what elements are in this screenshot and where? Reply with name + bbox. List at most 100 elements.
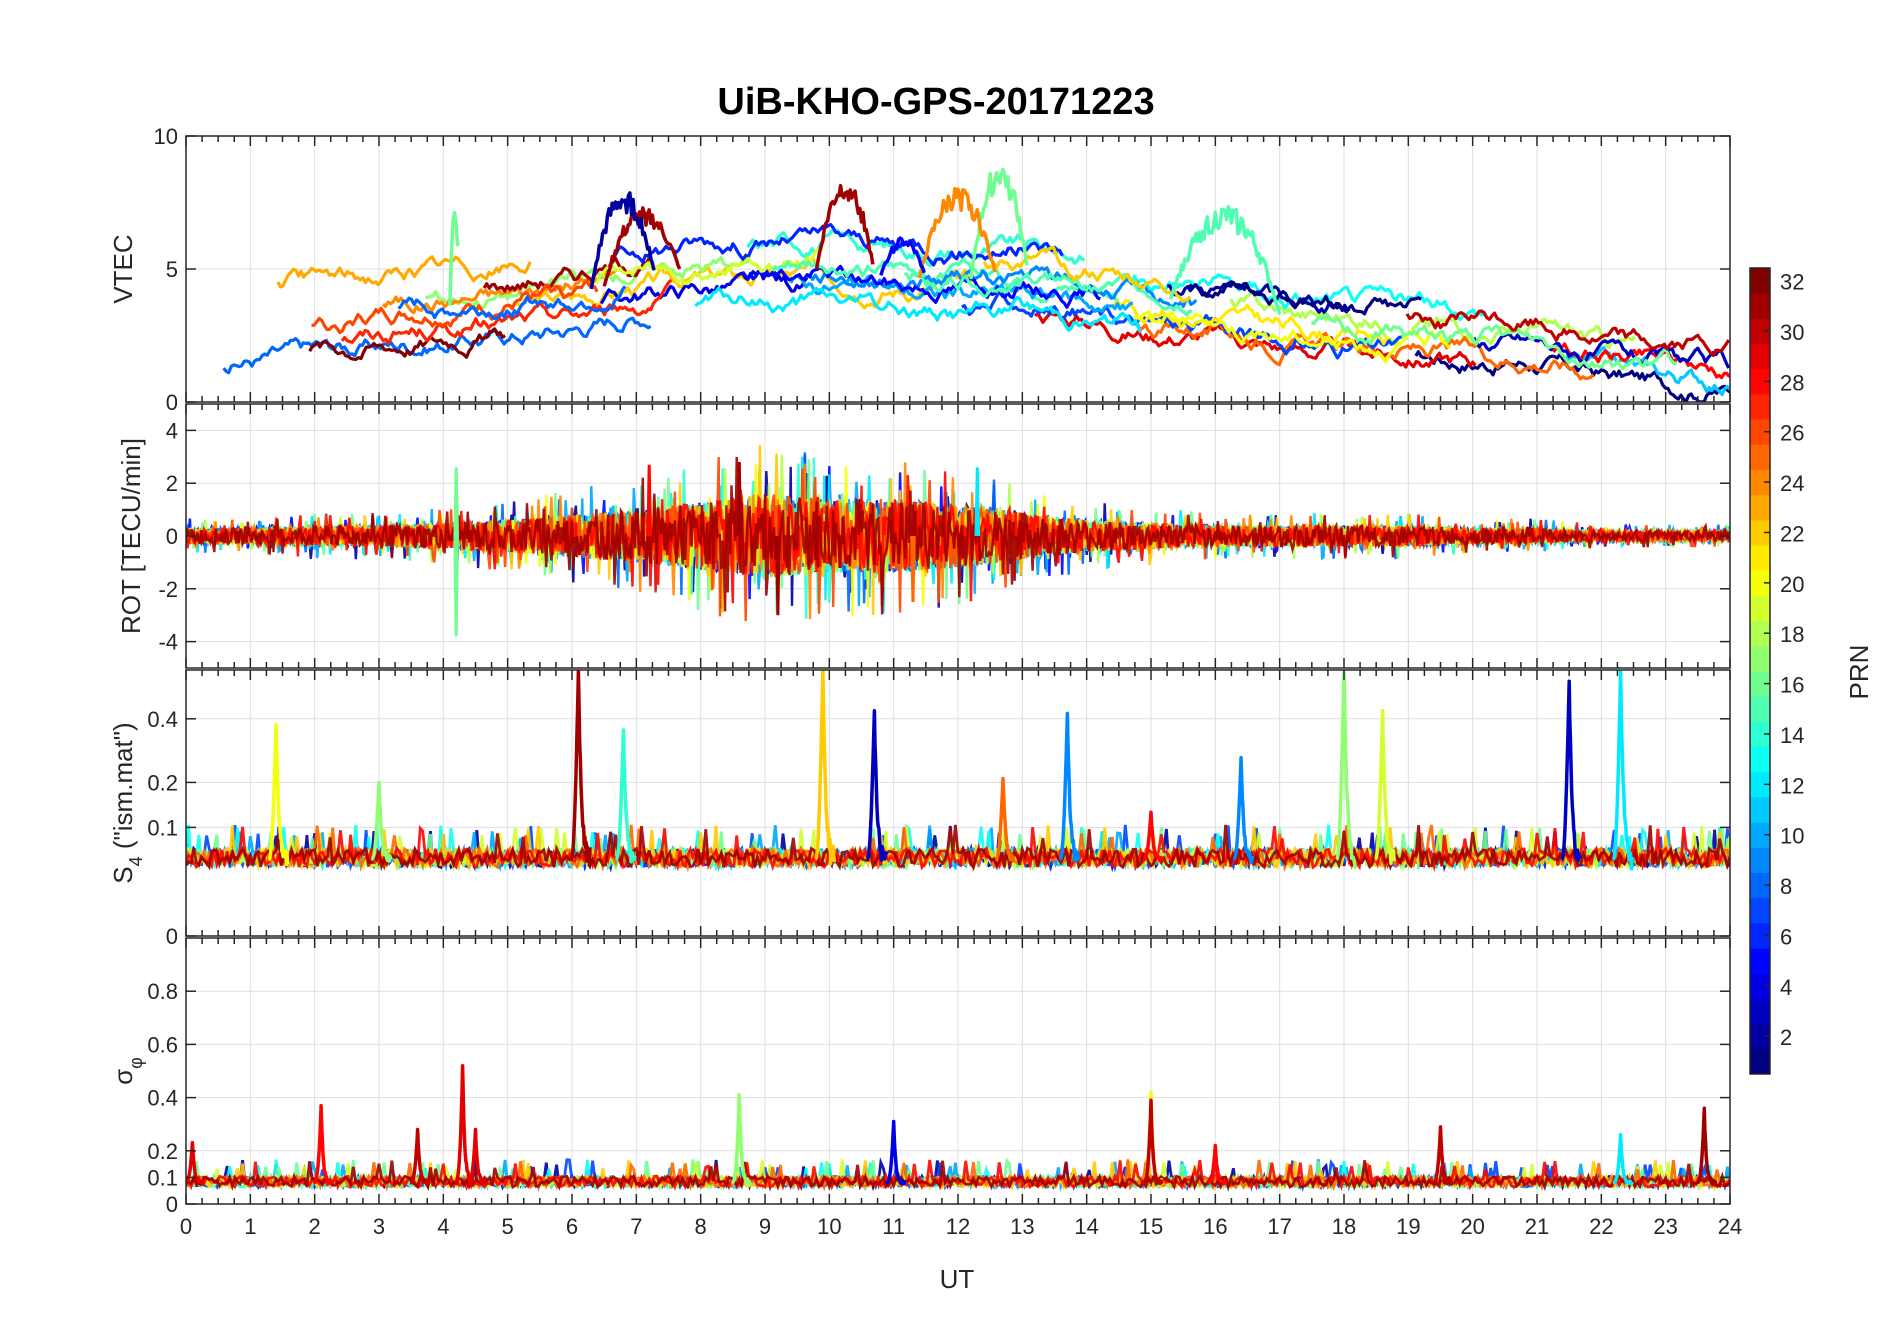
colorbar-segment	[1750, 948, 1770, 974]
colorbar-tick-label: 20	[1780, 572, 1804, 597]
scintillation-spike	[1142, 1098, 1164, 1186]
grid	[185, 670, 1731, 937]
colorbar-tick-label: 6	[1780, 924, 1792, 949]
colorbar-tick-label: 24	[1780, 471, 1804, 496]
colorbar-segment	[1750, 444, 1770, 470]
x-tick-label: 12	[946, 1214, 970, 1239]
scintillation-spike	[312, 1103, 334, 1186]
vtec-peak-series	[814, 183, 875, 270]
colorbar-segment	[1750, 595, 1770, 622]
y-tick-label: 0	[166, 524, 178, 549]
colorbar-segment	[1750, 570, 1770, 596]
vtec-series	[613, 223, 1064, 267]
x-tick-label: 15	[1139, 1214, 1163, 1239]
colorbar-segment	[1750, 822, 1770, 848]
colorbar-segment	[1750, 998, 1770, 1025]
colorbar-tick-label: 12	[1780, 773, 1804, 798]
y-tick-label: 0	[166, 390, 178, 415]
vtec-peak-series	[448, 210, 460, 306]
scintillation-spike	[865, 709, 888, 862]
series-group	[186, 1063, 1730, 1193]
vtec-series	[1310, 312, 1678, 371]
colorbar-segment	[1750, 343, 1770, 370]
colorbar-segment	[1750, 545, 1770, 571]
colorbar-label: PRN	[1844, 645, 1874, 700]
rot-spike	[775, 535, 781, 616]
scintillation-spike	[1232, 755, 1255, 865]
y-tick-label: 0.6	[147, 1032, 178, 1057]
y-tick-label: 0.8	[147, 979, 178, 1004]
scintillation-spike	[569, 670, 592, 868]
x-tick-label: 24	[1718, 1214, 1742, 1239]
vtec-series	[1472, 332, 1730, 369]
scintillation-spike	[1431, 1125, 1454, 1186]
colorbar-tick-label: 32	[1780, 270, 1804, 295]
colorbar-tick-label: 28	[1780, 370, 1804, 395]
vtec-series	[340, 278, 673, 345]
x-tick-label: 4	[437, 1214, 449, 1239]
colorbar-segment	[1750, 293, 1770, 319]
colorbar-tick-label: 10	[1780, 824, 1804, 849]
rot-series	[186, 456, 1730, 615]
colorbar-tick-label: 14	[1780, 723, 1804, 748]
colorbar-tick-label: 4	[1780, 975, 1792, 1000]
x-tick-label: 20	[1460, 1214, 1484, 1239]
colorbar-frame	[1749, 267, 1771, 1075]
y-axis-label: σφ	[108, 1057, 146, 1085]
scintillation-spike	[814, 670, 837, 866]
colorbar-segment	[1750, 671, 1770, 697]
x-tick-label: 7	[630, 1214, 642, 1239]
x-tick-label: 11	[882, 1214, 905, 1239]
rot-spike	[736, 462, 743, 537]
vtec-series	[222, 316, 652, 375]
colorbar-segment	[1750, 897, 1770, 924]
x-tick-label: 13	[1010, 1214, 1034, 1239]
vtec-peak-series	[1168, 205, 1282, 315]
scintillation-series	[186, 824, 1730, 872]
series-group	[222, 167, 1730, 402]
colorbar-segment	[1750, 696, 1770, 722]
colorbar-tick-label: 8	[1780, 874, 1792, 899]
x-tick-label: 0	[180, 1214, 192, 1239]
x-tick-label: 14	[1074, 1214, 1098, 1239]
vtec-series	[508, 256, 977, 311]
y-tick-label: 4	[166, 418, 178, 443]
scintillation-spike	[1142, 810, 1164, 863]
colorbar-segment	[1750, 872, 1770, 899]
scintillation-spike	[1373, 709, 1396, 866]
x-tick-label: 21	[1525, 1214, 1549, 1239]
panel-2: -4 -2 0 2 4 ROT [TECU/min]	[116, 403, 1731, 669]
scintillation-spike	[1611, 1133, 1634, 1186]
colorbar-segment	[1750, 318, 1770, 345]
vtec-series	[482, 254, 653, 293]
rot-spike	[453, 535, 459, 637]
scintillation-spike	[453, 1063, 476, 1187]
y-tick-label: 0.4	[147, 707, 178, 732]
vtec-peak-series	[917, 187, 997, 279]
colorbar-tick-label: 2	[1780, 1025, 1792, 1050]
scintillation-spike	[1335, 670, 1358, 870]
vtec-series	[1188, 280, 1422, 316]
scintillation-spike	[1611, 670, 1634, 871]
colorbar-segment	[1750, 746, 1770, 773]
y-tick-label: -2	[158, 577, 178, 602]
x-tick-label: 10	[817, 1214, 841, 1239]
y-tick-label: 10	[154, 124, 178, 149]
x-tick-label: 17	[1267, 1214, 1291, 1239]
vtec-series	[741, 264, 1101, 309]
vtec-series	[694, 286, 1143, 334]
x-tick-label: 18	[1332, 1214, 1356, 1239]
tick-marks	[185, 404, 1731, 668]
x-tick-label: 2	[309, 1214, 321, 1239]
scintillation-spike	[614, 728, 637, 864]
vtec-series	[311, 279, 599, 335]
scintillation-spike	[466, 1127, 489, 1186]
series-group	[186, 444, 1730, 637]
vtec-peak-series	[589, 191, 656, 290]
colorbar-tick-label: 30	[1780, 320, 1804, 345]
scintillation-spike	[267, 722, 290, 867]
colorbar-segment	[1750, 973, 1770, 999]
tick-marks	[185, 938, 1731, 1205]
